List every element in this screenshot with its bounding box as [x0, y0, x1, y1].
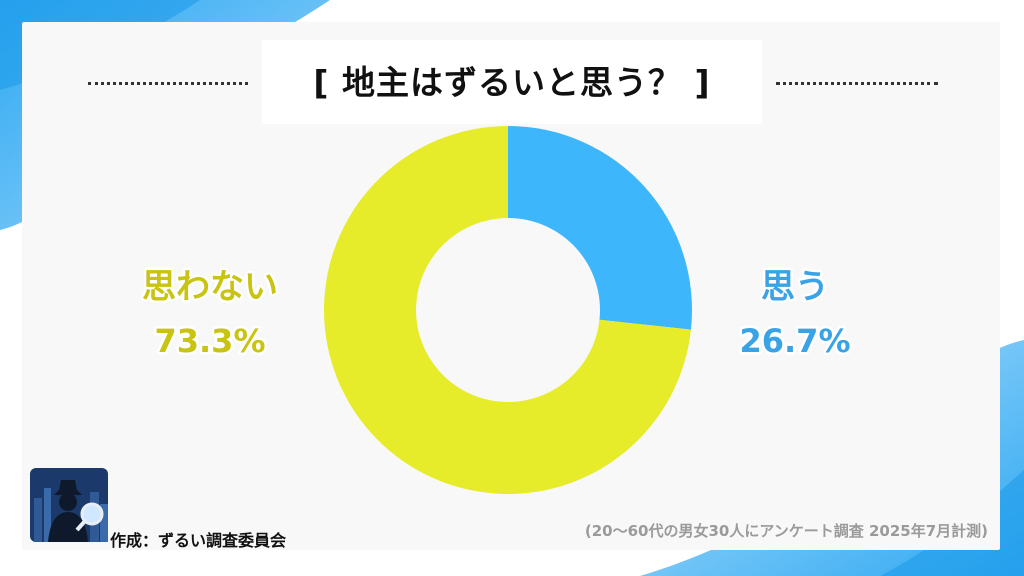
title-divider-left	[88, 82, 248, 85]
title-divider-right	[776, 82, 938, 85]
source-note: (20〜60代の男女30人にアンケート調査 2025年7月計測)	[584, 522, 988, 540]
title-box	[262, 40, 762, 124]
slice-value-1: 73.3%	[154, 322, 265, 360]
credit-text: 作成：ずるい調査委員会	[110, 531, 287, 550]
detective-magnifier-icon	[30, 468, 108, 542]
slice-label-0: 思う	[761, 267, 829, 307]
pie-slice-1	[324, 126, 691, 494]
slice-value-0: 26.7%	[739, 322, 850, 360]
chart-title: [ 地主はずるいと思う？ ]	[313, 63, 711, 102]
pie-slice-0	[508, 126, 692, 330]
slice-label-1: 思わない	[142, 267, 278, 307]
